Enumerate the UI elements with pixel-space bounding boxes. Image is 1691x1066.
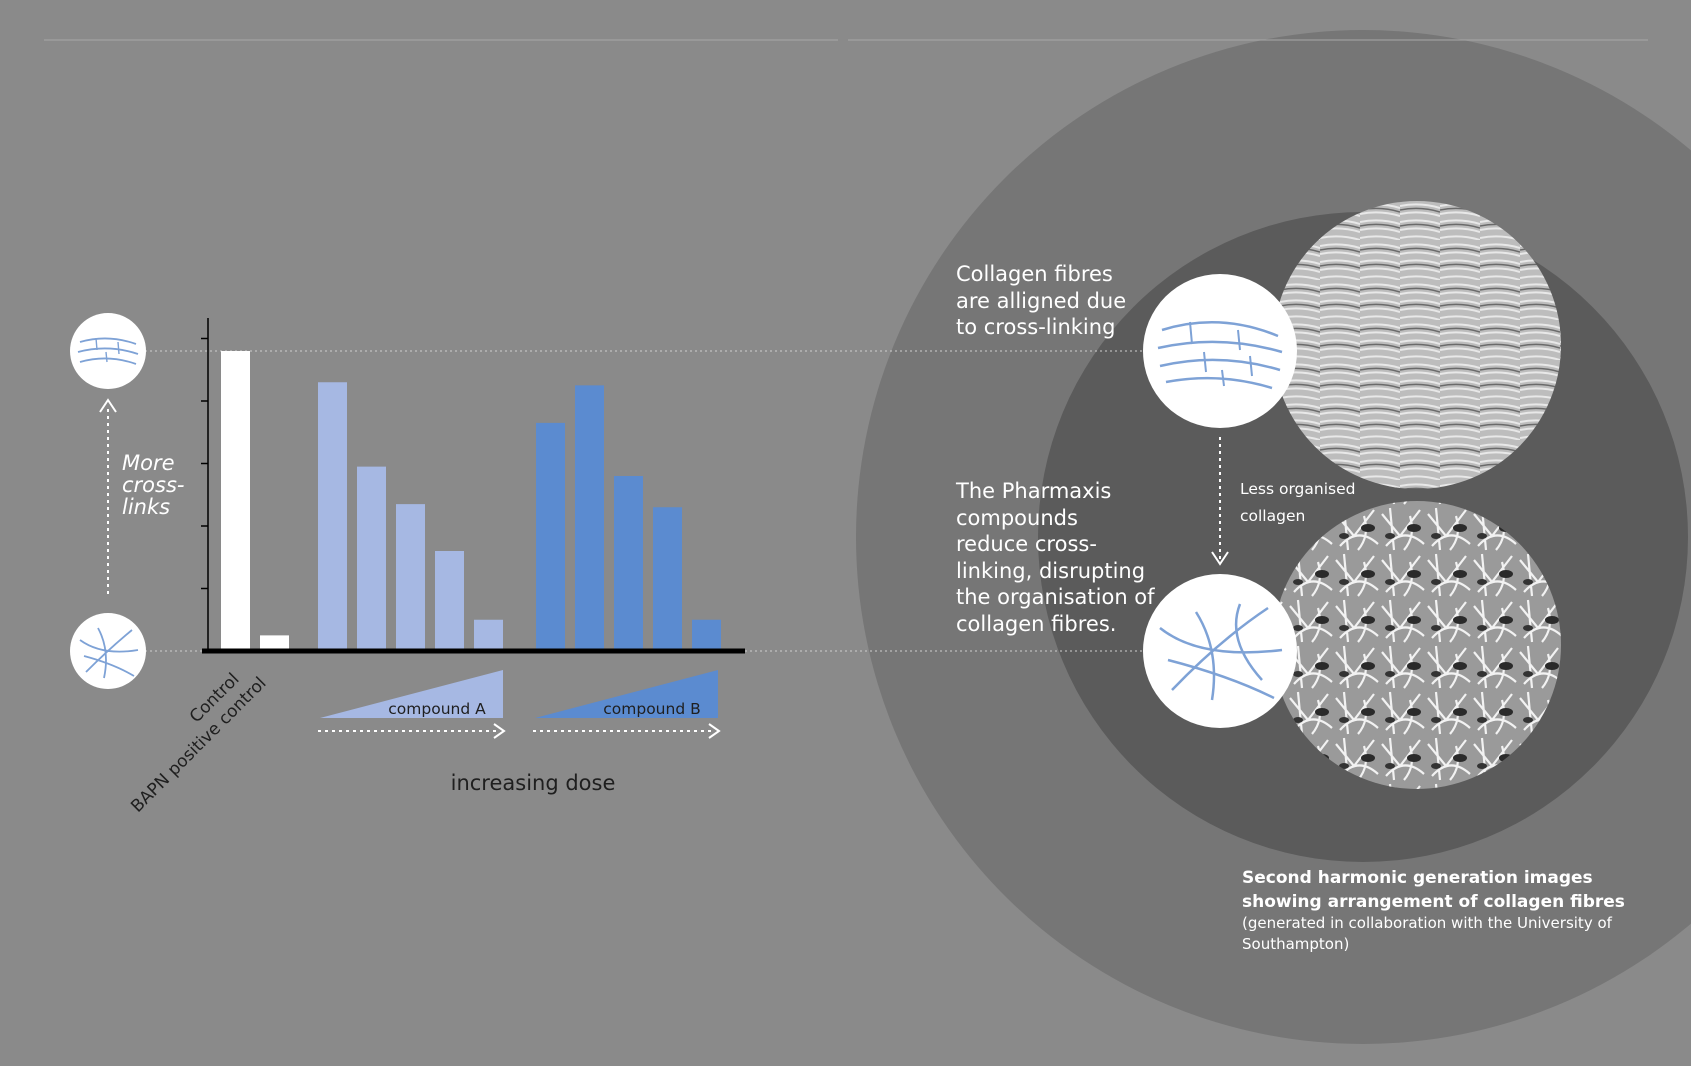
bar-chart: compound A compound B Control BAPN posit… <box>127 318 745 817</box>
bar-compound-a-2 <box>357 466 386 651</box>
bar-compound-b-1 <box>536 422 565 651</box>
bar-compound-b-2 <box>575 385 604 651</box>
chart-bars <box>221 351 721 651</box>
bar-compound-a-1 <box>318 382 347 651</box>
compound-a-label: compound A <box>388 700 486 718</box>
disorganised-fibres-icon <box>70 613 146 689</box>
aligned-fibres-icon <box>1143 274 1297 428</box>
compound-b-dose-arrow <box>533 723 721 739</box>
more-cross-links-label: More cross-links <box>122 451 185 519</box>
tick-label-bapn: BAPN positive control <box>127 673 270 816</box>
aligned-fibres-text: Collagen fibres are alligned due to cros… <box>956 262 1127 339</box>
bar-compound-b-3 <box>614 476 643 651</box>
aligned-fibres-icon <box>70 313 146 389</box>
bar-compound-a-5 <box>474 619 503 651</box>
x-axis-label: increasing dose <box>451 771 616 795</box>
micrograph-top <box>1273 201 1561 489</box>
bar-control-1 <box>221 351 250 651</box>
less-organised-label: Less organised collagen <box>1240 480 1356 525</box>
pharmaxis-text: The Pharmaxis compounds reduce cross-lin… <box>956 479 1155 636</box>
compound-b-wedge <box>535 670 718 718</box>
y-axis-ticks <box>201 337 208 590</box>
caption-note: (generated in collaboration with the Uni… <box>1242 914 1612 953</box>
bar-compound-b-4 <box>653 507 682 651</box>
bar-compound-a-4 <box>435 551 464 651</box>
less-organised-arrow <box>1211 437 1229 566</box>
compound-b-label: compound B <box>603 700 700 718</box>
disorganised-fibres-icon <box>1143 574 1297 728</box>
compound-a-dose-arrow <box>318 723 506 739</box>
micrograph-bottom <box>1273 501 1561 789</box>
more-cross-links-arrow <box>99 398 117 594</box>
bar-compound-a-3 <box>396 504 425 651</box>
compound-a-wedge <box>320 670 503 718</box>
caption-title: Second harmonic generation images showin… <box>1242 868 1625 912</box>
bar-bapn-positive-control-1 <box>260 635 289 651</box>
bar-compound-b-5 <box>692 619 721 651</box>
